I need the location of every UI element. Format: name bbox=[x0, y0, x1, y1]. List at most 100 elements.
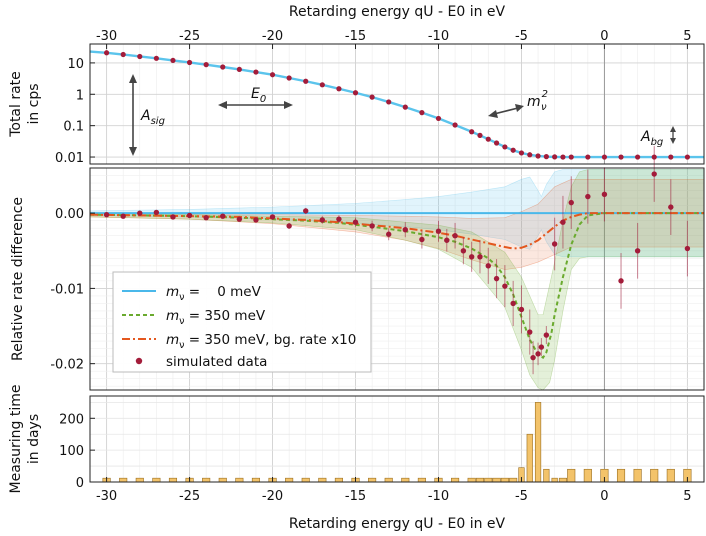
e0-main: E bbox=[251, 86, 260, 102]
panel-frame bbox=[89, 167, 705, 391]
legend-entry-2: mν = 350 meV, bg. rate x10 bbox=[166, 332, 356, 351]
measuring-time-bar bbox=[558, 477, 567, 483]
measuring-time-panel bbox=[89, 395, 705, 483]
simulated-data-point bbox=[530, 354, 536, 361]
total-rate-point bbox=[493, 140, 500, 146]
panel-frame bbox=[89, 43, 705, 165]
total-rate-point bbox=[668, 154, 674, 160]
simulated-data-point bbox=[386, 231, 392, 237]
a-sig-main: A bbox=[140, 108, 151, 124]
measuring-time-bar bbox=[543, 468, 550, 483]
measuring-time-bar bbox=[168, 477, 178, 483]
measuring-time-bar bbox=[152, 477, 161, 483]
total-rate-point bbox=[452, 122, 458, 128]
m-nu-sup: 2 bbox=[542, 89, 548, 100]
total-rate-point bbox=[269, 72, 276, 78]
total-rate-point bbox=[103, 50, 110, 56]
simulated-data-point bbox=[601, 191, 608, 198]
total-rate-point bbox=[402, 104, 408, 110]
simulated-data-point bbox=[518, 306, 525, 313]
total-rate-point bbox=[568, 154, 574, 160]
total-rate-point bbox=[336, 86, 342, 92]
total-rate-point bbox=[618, 154, 624, 160]
panel-frame bbox=[89, 395, 705, 483]
svg-text:E0: E0 bbox=[251, 86, 266, 105]
simulated-data-point bbox=[527, 329, 533, 335]
bottom-x-tick-label: -5 bbox=[515, 489, 528, 504]
measuring-time-bar bbox=[492, 477, 501, 483]
legend-box bbox=[112, 271, 372, 373]
simulated-data-point bbox=[551, 241, 558, 247]
annotation-a-sig: Asig bbox=[129, 74, 165, 156]
simulated-data-point bbox=[435, 228, 442, 234]
a-bg-main: A bbox=[640, 129, 651, 145]
simulated-data-point bbox=[269, 214, 276, 220]
total-rate-point bbox=[220, 64, 226, 70]
simulated-data-point bbox=[253, 217, 259, 223]
relative-y-tick-label: -0.02 bbox=[50, 358, 84, 373]
total-rate-point bbox=[635, 154, 641, 160]
time-y-tick-label: 0 bbox=[76, 476, 84, 491]
total-rate-point bbox=[303, 78, 309, 84]
top-x-tick-label: 0 bbox=[600, 29, 608, 44]
time-y-tick-label: 100 bbox=[59, 444, 84, 459]
total-rate-point bbox=[286, 75, 292, 81]
measuring-time-bar bbox=[318, 477, 327, 483]
total-rate-point bbox=[560, 154, 566, 160]
total-rate-point bbox=[253, 69, 259, 75]
simulated-data-point bbox=[560, 219, 566, 225]
simulated-data-point bbox=[485, 263, 491, 269]
simulated-data-point bbox=[684, 245, 691, 252]
total-rate-point bbox=[552, 154, 558, 160]
legend: mν = 0 meV mν = 350 meV mν = 350 meV, bg… bbox=[112, 271, 372, 373]
measuring-time-bar bbox=[235, 477, 244, 483]
simulated-data-point bbox=[352, 219, 359, 225]
top-x-tick-label: -20 bbox=[262, 29, 283, 44]
measuring-time-bar bbox=[475, 477, 485, 483]
legend-entry-3: simulated data bbox=[166, 354, 267, 370]
simulated-data-point bbox=[444, 237, 450, 243]
svg-text:Asig: Asig bbox=[140, 108, 165, 127]
simulated-data-point bbox=[477, 254, 483, 260]
top-x-tick-label: -5 bbox=[515, 29, 528, 44]
measuring-time-bar bbox=[567, 468, 576, 483]
total-rate-ylabel-line2: in cps bbox=[26, 83, 42, 124]
total-rate-y-tick-label: 0.1 bbox=[63, 120, 84, 135]
measuring-time-bar bbox=[616, 468, 626, 483]
total-rate-y-tick-label: 1 bbox=[76, 88, 84, 103]
total-rate-point bbox=[435, 115, 442, 122]
total-rate-point bbox=[477, 132, 483, 138]
top-x-tick-label: -30 bbox=[96, 29, 117, 44]
total-rate-point bbox=[535, 153, 541, 159]
simulated-data-point bbox=[319, 217, 326, 223]
measuring-time-bar bbox=[334, 477, 343, 483]
total-rate-ylabel-line1: Total rate bbox=[8, 71, 24, 138]
simulated-data-point bbox=[568, 199, 574, 206]
legend-entry-1: mν = 350 meV bbox=[166, 308, 266, 327]
total-rate-point bbox=[170, 57, 176, 64]
simulated-data-point bbox=[538, 344, 545, 350]
measuring-time-bar bbox=[301, 477, 310, 483]
total-rate-y-tick-label: 10 bbox=[67, 57, 84, 72]
top-x-tick-label: -15 bbox=[345, 29, 366, 44]
total-rate-point bbox=[186, 59, 193, 66]
legend-entry-0: mν = 0 meV bbox=[166, 284, 262, 303]
total-rate-point bbox=[153, 55, 159, 61]
measuring-time-bar bbox=[368, 477, 377, 483]
simulated-data-point bbox=[452, 233, 458, 239]
measuring-time-bar bbox=[534, 402, 542, 483]
simulated-data-point bbox=[103, 211, 110, 218]
measuring-time-bar bbox=[526, 433, 533, 483]
simulated-data-point bbox=[493, 275, 500, 282]
svg-text:Abg: Abg bbox=[640, 129, 663, 148]
top-x-tick-label: -10 bbox=[428, 29, 449, 44]
measuring-time-bar bbox=[202, 477, 211, 483]
measuring-time-bar bbox=[551, 477, 558, 483]
total-rate-point bbox=[352, 90, 359, 96]
annotation-e0: E0 bbox=[218, 86, 293, 109]
simulated-data-point bbox=[137, 210, 143, 216]
total-rate-point bbox=[485, 136, 491, 142]
simulated-data-point bbox=[236, 216, 243, 222]
total-rate-point bbox=[585, 154, 591, 160]
e0-sub: 0 bbox=[260, 94, 266, 105]
